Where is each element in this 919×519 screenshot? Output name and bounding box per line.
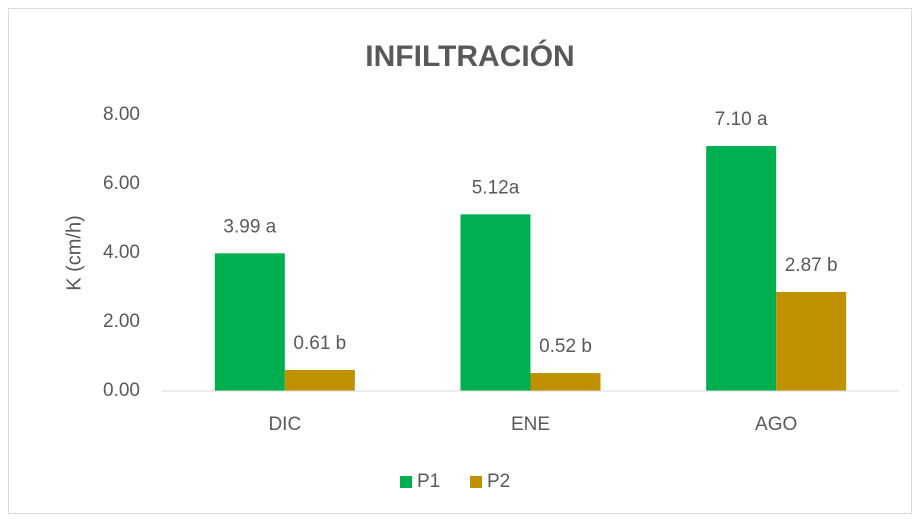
x-tick-label: AGO bbox=[755, 414, 797, 435]
data-label: 7.10 a bbox=[715, 109, 768, 130]
legend-swatch bbox=[400, 476, 412, 488]
bar bbox=[706, 146, 777, 391]
y-tick-label: 0.00 bbox=[103, 380, 140, 401]
legend-label: P1 bbox=[417, 471, 440, 492]
chart-title: INFILTRACIÓN bbox=[365, 39, 574, 73]
legend-label: P2 bbox=[487, 471, 510, 492]
bar bbox=[214, 253, 285, 391]
data-label: 2.87 b bbox=[785, 255, 838, 276]
legend-swatch bbox=[470, 476, 482, 488]
y-tick-label: 6.00 bbox=[103, 173, 140, 194]
y-axis-label: K (cm/h) bbox=[63, 215, 85, 291]
y-tick-label: 4.00 bbox=[103, 242, 140, 263]
y-tick-label: 2.00 bbox=[103, 311, 140, 332]
bar bbox=[284, 369, 355, 391]
bar bbox=[460, 214, 531, 391]
data-label: 0.52 b bbox=[539, 336, 592, 357]
data-label: 5.12a bbox=[472, 177, 520, 198]
data-label: 0.61 b bbox=[293, 333, 346, 354]
bar bbox=[776, 291, 847, 391]
bar bbox=[530, 373, 601, 391]
x-tick-label: DIC bbox=[268, 414, 301, 435]
y-tick-label: 8.00 bbox=[103, 104, 140, 125]
x-tick-label: ENE bbox=[511, 414, 550, 435]
data-label: 3.99 a bbox=[223, 216, 276, 237]
